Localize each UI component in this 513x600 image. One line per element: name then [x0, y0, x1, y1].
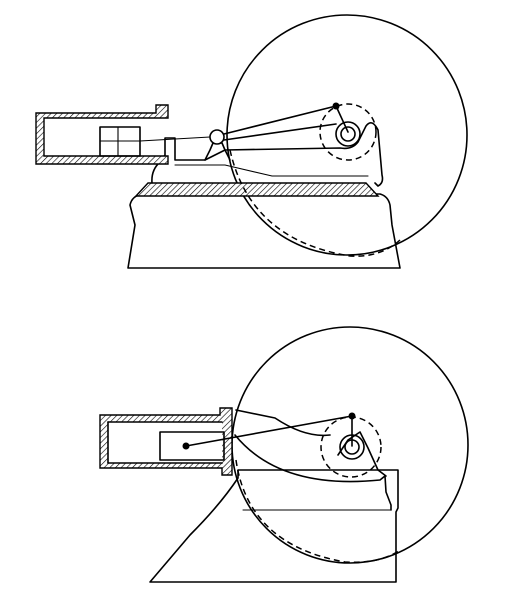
- crank-path-bottom: [320, 416, 382, 478]
- crank-path-top: [319, 103, 377, 161]
- flywheel-hidden-arc-bottom: [235, 459, 401, 563]
- main-bearing-outer-top: [335, 121, 361, 147]
- base-top-plate-top: [134, 182, 380, 197]
- flywheel-rim-bottom: [231, 326, 469, 564]
- engine-with-crosshead-panel: [35, 14, 468, 269]
- piston-bottom: [159, 431, 225, 461]
- engine-frame-bottom: [234, 409, 392, 511]
- crankshaft-bottom: [344, 439, 360, 455]
- cylinder-wall-top: [35, 104, 169, 165]
- connecting-rod-bottom: [185, 415, 353, 447]
- piston-rod-top: [139, 136, 211, 142]
- base-pedestal-bottom: [149, 469, 399, 583]
- flywheel-hidden-arc-top: [229, 149, 401, 257]
- main-bearing-outer-bottom: [339, 434, 365, 460]
- crosshead-pin-top: [209, 129, 225, 145]
- engine-without-crosshead-panel: [99, 326, 469, 583]
- flywheel-rim-top: [226, 14, 468, 256]
- frame-slide-line-top: [174, 164, 369, 177]
- base-pedestal-top: [127, 193, 401, 269]
- crankshaft-top: [340, 126, 356, 142]
- wrist-pin-bottom: [182, 442, 190, 450]
